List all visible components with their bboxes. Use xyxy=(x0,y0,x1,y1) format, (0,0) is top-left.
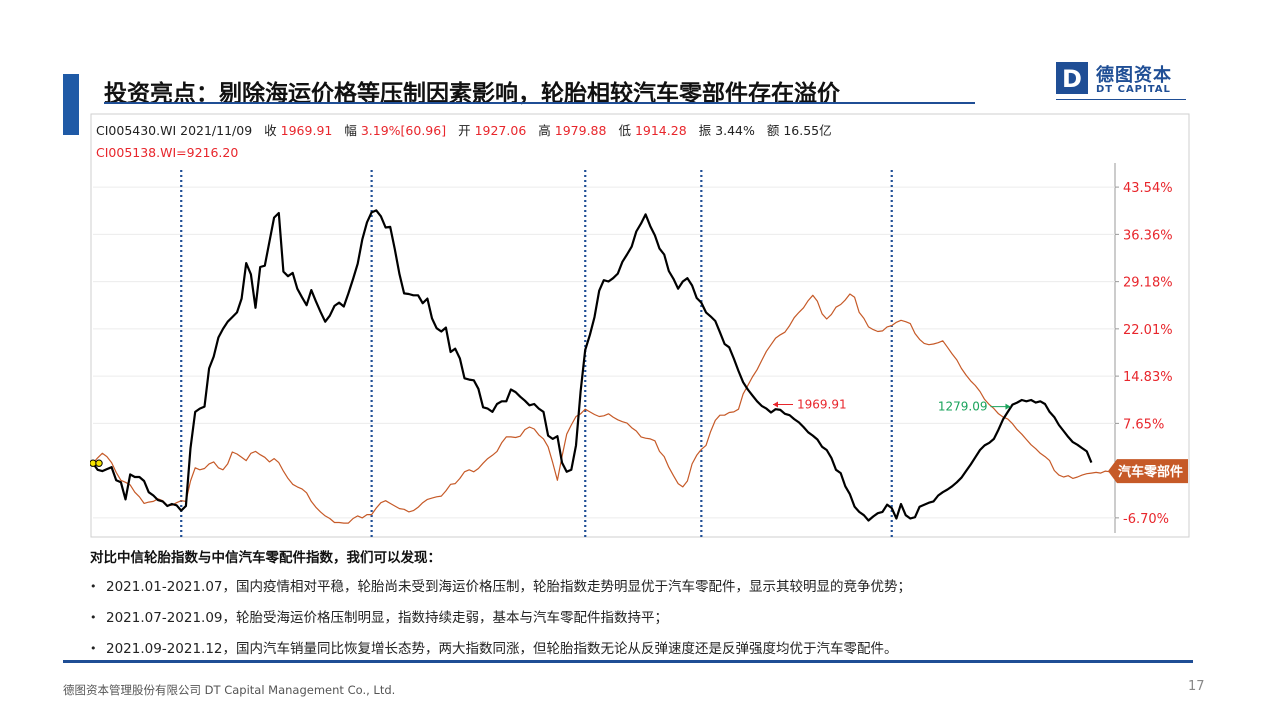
info-amp-label: 振 xyxy=(698,123,712,138)
info-open-label: 开 xyxy=(458,123,471,138)
y-tick-label: 7.65% xyxy=(1123,417,1164,432)
findings-section: 对比中信轮胎指数与中信汽车零配件指数，我们可以发现： 2021.01-2021.… xyxy=(90,546,1090,670)
info-low-label: 低 xyxy=(618,123,631,138)
y-tick-label: 29.18% xyxy=(1123,276,1173,291)
legend-tag-label: 汽车零部件 xyxy=(1118,464,1183,480)
logo-underline xyxy=(1056,99,1186,100)
info-code-date: CI005430.WI 2021/11/09 xyxy=(96,123,253,138)
info-high-value: 1979.88 xyxy=(554,123,607,138)
logo-english-name: DT CAPITAL xyxy=(1096,84,1171,95)
info-amount-value: 16.55亿 xyxy=(783,123,832,138)
y-tick-label: 36.36% xyxy=(1123,228,1173,243)
page-number: 17 xyxy=(1188,679,1205,694)
series-line xyxy=(92,209,1093,522)
info-low-value: 1914.28 xyxy=(634,123,687,138)
company-logo: D 德图资本 DT CAPITAL xyxy=(1056,60,1186,98)
logo-chinese-name: 德图资本 xyxy=(1096,65,1172,86)
high-annotation-label: 1969.91 xyxy=(797,398,847,412)
title-underline xyxy=(104,102,975,104)
info-amp-value: 3.44% xyxy=(715,123,755,138)
info-compare-index: CI005138.WI=9216.20 xyxy=(96,145,239,160)
info-amount-label: 额 xyxy=(766,123,780,138)
title-accent-bar xyxy=(63,74,79,135)
start-marker xyxy=(90,459,97,467)
finding-bullet: 2021.09-2021.12，国内汽车销量同比恢复增长态势，两大指数同涨，但轮… xyxy=(90,639,1090,670)
info-open-value: 1927.06 xyxy=(474,123,527,138)
footer-rule xyxy=(63,660,1193,663)
low-annotation-label: 1279.09 xyxy=(938,400,988,414)
y-tick-label: 22.01% xyxy=(1123,323,1173,338)
start-marker xyxy=(95,459,103,467)
info-close-value: 1969.91 xyxy=(280,123,333,138)
finding-bullet: 2021.07-2021.09，轮胎受海运价格压制明显，指数持续走弱，基本与汽车… xyxy=(90,608,1090,639)
legend-tag-badge xyxy=(1108,459,1188,484)
info-high-label: 高 xyxy=(538,123,551,138)
index-comparison-chart: 43.54% 36.36% 29.18% 22.01% 14.83% 7.65% -6.70… xyxy=(90,113,1190,538)
info-close-label: 收 xyxy=(264,123,277,138)
info-change-label: 幅 xyxy=(344,123,357,138)
finding-bullet: 2021.01-2021.07，国内疫情相对平稳，轮胎尚未受到海运价格压制，轮胎… xyxy=(90,577,1090,608)
series-line xyxy=(92,293,1139,524)
findings-heading: 对比中信轮胎指数与中信汽车零配件指数，我们可以发现： xyxy=(90,550,441,566)
y-tick-label: 43.54% xyxy=(1123,181,1173,196)
logo-mark-bg xyxy=(1056,62,1088,94)
logo-mark-icon: D xyxy=(1056,62,1088,94)
high-annotation-arrowhead xyxy=(773,401,778,408)
y-tick-label: 14.83% xyxy=(1123,370,1173,385)
low-annotation-arrowhead xyxy=(1005,403,1011,410)
y-tick-label: -6.70% xyxy=(1123,512,1169,527)
chart-svg: 43.54% 36.36% 29.18% 22.01% 14.83% 7.65% -6.70… xyxy=(90,113,1190,538)
chart-info-bar: CI005430.WI 2021/11/09 收 1969.91 幅 3.19%… xyxy=(96,120,832,139)
logo-mark-letter: D xyxy=(1062,65,1082,93)
footer-company-name: 德图资本管理股份有限公司 DT Capital Management Co., … xyxy=(63,683,396,697)
info-change-value: 3.19%[60.96] xyxy=(360,123,447,138)
chart-border xyxy=(90,113,1190,538)
